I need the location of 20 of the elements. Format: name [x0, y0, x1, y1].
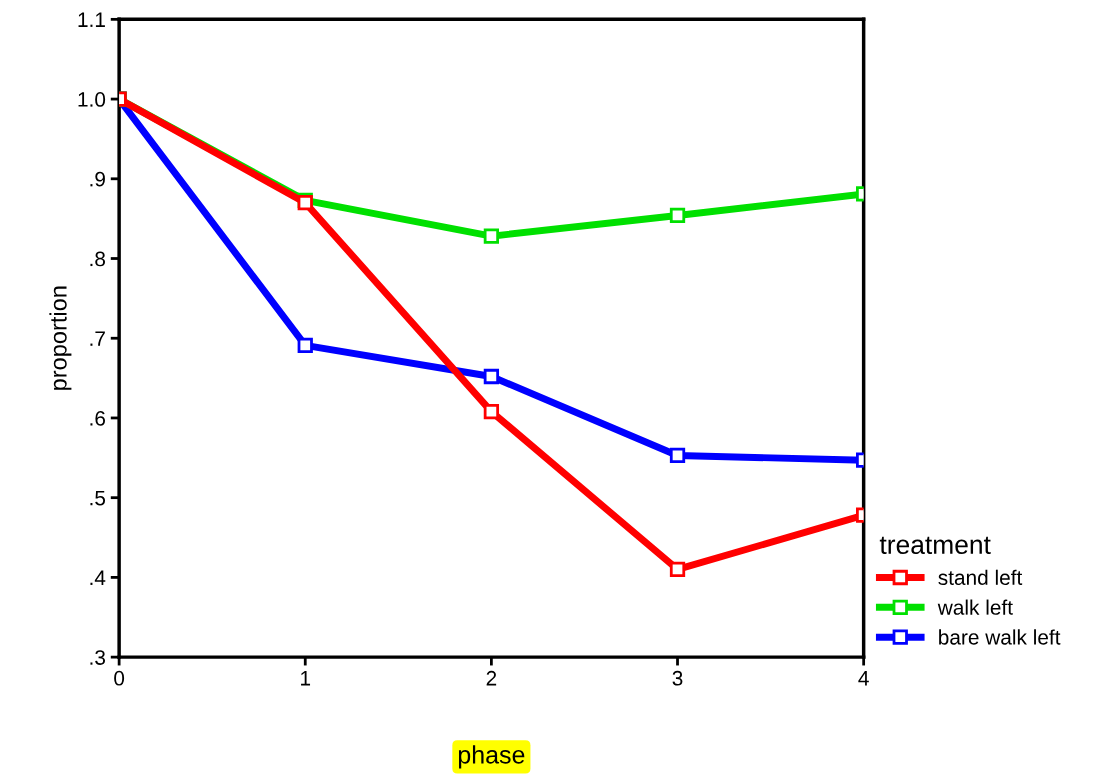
legend-label: walk left — [937, 599, 1013, 615]
y-tick-label: 1.1 — [78, 12, 105, 27]
y-axis-title: proportion — [49, 286, 72, 390]
x-tick-label: 0 — [114, 670, 125, 686]
legend-label: bare walk left — [939, 629, 1061, 645]
x-tick-label: 1 — [301, 671, 311, 686]
legend-label: stand left — [938, 569, 1023, 585]
y-tick-label: 1.0 — [78, 92, 106, 107]
y-tick-label: .3 — [90, 650, 106, 665]
x-tick-label: 2 — [486, 670, 497, 686]
x-axis-title: phase — [458, 745, 525, 769]
y-tick-label: .6 — [90, 410, 106, 426]
y-tick-label: .8 — [90, 251, 106, 267]
y-tick-label: .5 — [90, 490, 106, 506]
y-tick-label: .4 — [90, 570, 106, 585]
y-tick-label: .9 — [90, 171, 105, 187]
legend-title: treatment — [879, 536, 991, 555]
y-tick-label: .7 — [90, 331, 105, 346]
x-tick-label: 3 — [672, 670, 683, 686]
x-tick-label: 4 — [858, 671, 869, 686]
